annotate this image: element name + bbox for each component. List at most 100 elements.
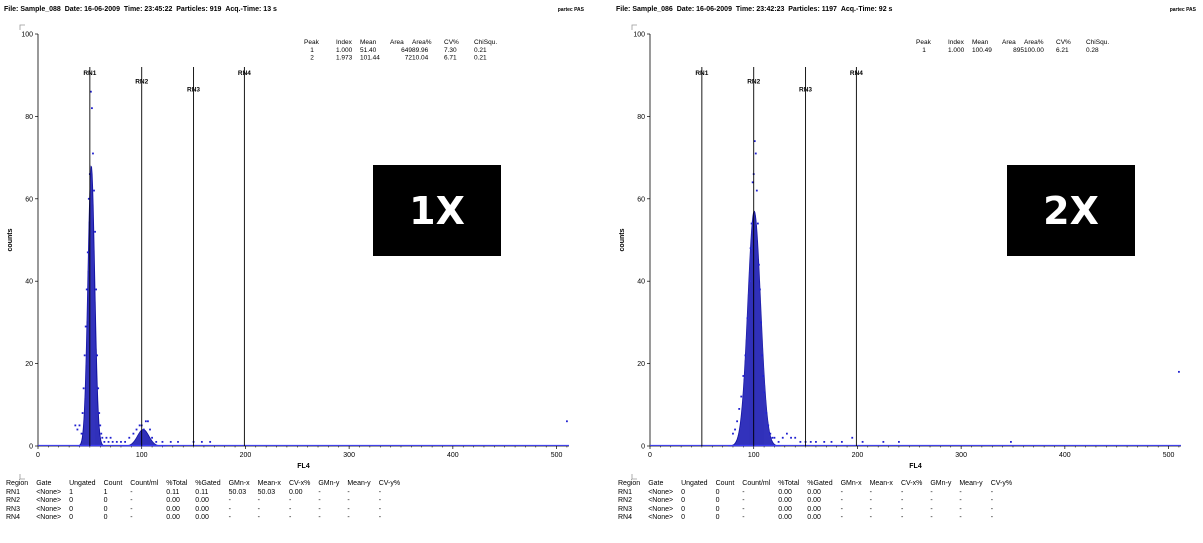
panel-header: File: Sample_088 Date: 16-06-2009 Time: … — [4, 6, 584, 18]
data-point — [177, 440, 179, 443]
x-tick-label: 500 — [1163, 452, 1175, 459]
x-tick-label: 0 — [36, 452, 40, 459]
stats-header: Peak — [916, 39, 932, 46]
region-table-cell: 0.11 — [166, 488, 180, 496]
data-point — [132, 432, 135, 435]
data-point — [756, 222, 759, 225]
data-point — [98, 412, 101, 414]
region-table-header-cell: Mean-x — [869, 480, 893, 487]
region-table-cell: - — [257, 514, 260, 522]
region-table-cell: - — [347, 488, 350, 496]
region-table-cell: RN4 — [618, 514, 633, 522]
region-table-cell: 0.00 — [807, 497, 821, 505]
region-table-cell: - — [959, 488, 962, 496]
stats-header: Mean — [360, 39, 377, 46]
region-table-header-cell: %Total — [166, 480, 188, 487]
region-table-cell: - — [378, 505, 382, 513]
data-point — [74, 424, 77, 427]
data-point — [107, 440, 110, 443]
stats-header: Area — [1002, 39, 1016, 46]
data-point — [81, 412, 84, 414]
stats-cell: 2 — [310, 55, 314, 62]
region-table-cell: - — [318, 505, 321, 513]
stats-cell: 649 — [401, 47, 412, 54]
region-table-cell: 0.00 — [778, 514, 792, 522]
region-table-header-cell: Region — [618, 480, 641, 487]
region-table-cell: - — [869, 514, 872, 522]
region-table-cell: - — [130, 505, 133, 513]
region-table-header-cell: GMn-x — [228, 480, 250, 487]
data-point — [120, 440, 122, 443]
date: Date: 16-06-2009 — [676, 6, 732, 13]
data-point — [80, 432, 83, 435]
region-table-header-cell: GMn-x — [840, 480, 862, 487]
region-table-cell: 0.00 — [166, 497, 180, 505]
corner-mark — [631, 474, 637, 480]
particles: Particles: 1197 — [788, 6, 837, 13]
data-point — [109, 436, 112, 439]
region-table-header: Region Gate Ungated Count Count/ml %Total %Gat… — [6, 480, 408, 489]
table-row: RN2 <None> 0 0 - 0.00 0.00 - - - - - - — [6, 497, 408, 506]
region-table-cell: 0.00 — [195, 514, 209, 522]
data-point — [144, 420, 147, 423]
region-table-cell: 0 — [681, 505, 686, 513]
region-table-cell: 0.00 — [778, 497, 792, 505]
data-point — [97, 387, 100, 390]
region-table-header: Region Gate Ungated Count Count/ml %Total %Gat… — [618, 480, 1020, 489]
region-table-cell: 0.00 — [807, 505, 821, 513]
data-point — [740, 395, 743, 398]
region-table-cell: 0.00 — [166, 505, 180, 513]
stats-cell: 101.44 — [360, 55, 380, 62]
y-tick-label: 40 — [25, 279, 33, 286]
data-point — [83, 354, 86, 357]
region-table-cell: - — [742, 514, 745, 522]
y-tick-label: 40 — [637, 279, 645, 286]
stats-header: Peak — [304, 39, 320, 46]
region-table-header-cell: %Gated — [807, 480, 833, 487]
region-table-cell: - — [930, 505, 933, 513]
region-table-cell: - — [840, 488, 843, 496]
region-label-rn1: RN1 — [695, 70, 708, 77]
y-tick-label: 0 — [29, 444, 33, 451]
region-table-cell: - — [990, 514, 994, 522]
stats-cell: 0.21 — [474, 55, 487, 62]
stats-cell: 1.000 — [336, 47, 353, 54]
region-label-rn4: RN4 — [850, 70, 863, 77]
data-point — [95, 288, 97, 291]
data-point — [734, 428, 736, 431]
region-table-header-cell: Mean-y — [347, 480, 371, 487]
region-label-rn4: RN4 — [238, 70, 251, 77]
region-table-cell: - — [288, 505, 292, 513]
stats-cell: 6.21 — [1056, 47, 1069, 54]
time: Time: 23:42:23 — [735, 6, 785, 13]
data-point — [738, 408, 741, 410]
stats-header: CV% — [444, 39, 459, 46]
region-table-header-cell: Mean-y — [959, 480, 983, 487]
acq-time: Acq.-Time: 92 s — [840, 6, 893, 13]
stats-header: ChiSqu. — [1086, 39, 1109, 46]
region-table-cell: <None> — [36, 505, 62, 513]
region-table-cell: 0 — [103, 497, 108, 505]
data-point — [135, 428, 138, 431]
y-tick-label: 100 — [21, 32, 33, 39]
stats-cell: 0.28 — [1086, 47, 1099, 54]
data-point — [96, 354, 99, 357]
region-table-2x: Region Gate Ungated Count Count/ml %Total %Gat… — [618, 480, 1020, 523]
region-table-cell: - — [900, 514, 904, 522]
stats-header: Mean — [972, 39, 989, 46]
x-tick-label: 400 — [1059, 452, 1071, 459]
data-point — [767, 424, 770, 427]
stats-cell: 51.40 — [360, 47, 377, 54]
y-axis-label: counts — [619, 228, 626, 251]
region-table-header-cell: Ungated — [69, 480, 96, 487]
table-row: RN4 <None> 0 0 - 0.00 0.00 - - - - - - — [618, 514, 1020, 523]
region-table-header-cell: Mean-x — [257, 480, 281, 487]
region-table-header-cell: CV-x% — [288, 480, 311, 487]
region-table-cell: 0 — [103, 514, 108, 522]
region-table-cell: - — [930, 514, 933, 522]
data-point — [92, 152, 94, 155]
data-point — [815, 440, 817, 443]
table-row: RN3 <None> 0 0 - 0.00 0.00 - - - - - - — [618, 506, 1020, 515]
data-point — [85, 288, 88, 291]
region-table-cell: - — [869, 488, 872, 496]
